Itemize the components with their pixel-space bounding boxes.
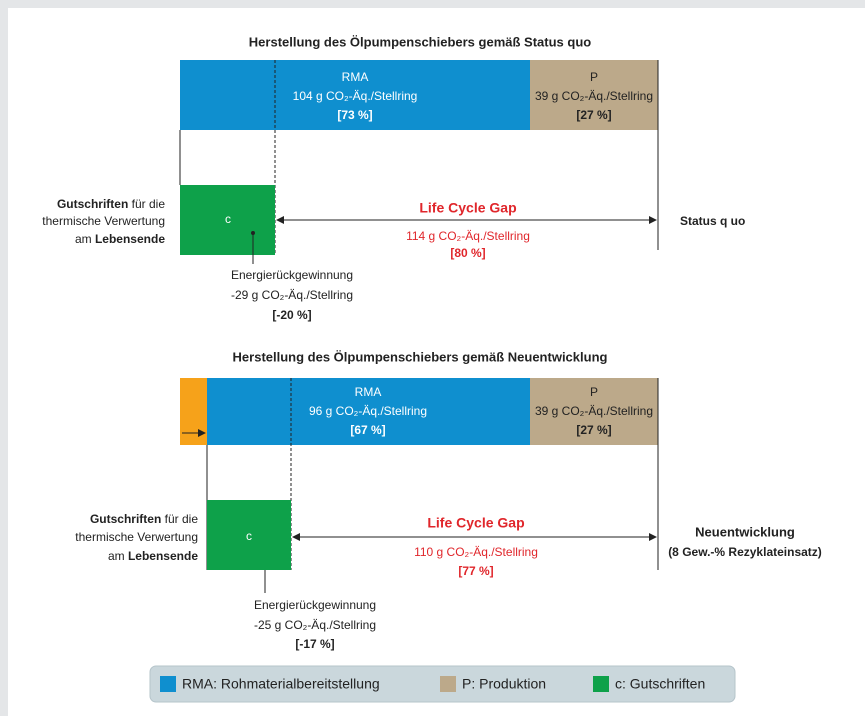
- segment-share: [27 %]: [576, 423, 611, 437]
- rma-bar: [207, 378, 530, 445]
- credit-caption: [-17 %]: [295, 637, 334, 651]
- credit-label: c: [246, 529, 252, 543]
- gap-title: Life Cycle Gap: [427, 515, 524, 531]
- side-note: am Lebensende: [108, 549, 198, 563]
- gap-value: 114 g CO₂-Äq./Stellring: [406, 229, 530, 243]
- credit-label: c: [225, 212, 231, 226]
- legend-swatch: [593, 676, 609, 692]
- segment-label: P: [590, 70, 598, 84]
- segment-label: RMA: [342, 70, 369, 84]
- side-note-text: für die: [128, 197, 165, 211]
- credit-caption: [-20 %]: [272, 308, 311, 322]
- side-note-bold: Gutschriften: [57, 197, 128, 211]
- legend-swatch: [160, 676, 176, 692]
- side-note-bold: Lebensende: [95, 232, 165, 246]
- credit-caption: Energierückgewinnung: [254, 598, 376, 612]
- scenario: Status q uo: [680, 214, 745, 228]
- credit-box: [207, 500, 291, 570]
- side-note: Gutschriften für die: [57, 197, 165, 211]
- side-note: thermische Verwertung: [42, 214, 165, 228]
- side-note-bold: Lebensende: [128, 549, 198, 563]
- rma-bar: [180, 60, 530, 130]
- segment-value: 96 g CO₂-Äq./Stellring: [309, 404, 427, 418]
- p-bar: [530, 60, 658, 130]
- credit-caption: -25 g CO₂-Äq./Stellring: [254, 618, 376, 632]
- side-note: thermische Verwertung: [75, 530, 198, 544]
- legend-label: RMA: Rohmaterialbereitstellung: [182, 676, 380, 692]
- segment-value: 39 g CO₂-Äq./Stellring: [535, 89, 653, 103]
- side-note-bold: Gutschriften: [90, 512, 161, 526]
- scenario: Neuentwicklung: [695, 524, 795, 539]
- gap-title: Life Cycle Gap: [419, 200, 516, 216]
- gap-share: [80 %]: [450, 246, 485, 260]
- segment-label: RMA: [355, 385, 382, 399]
- side-note-text: für die: [161, 512, 198, 526]
- section-title: Herstellung des Ölpumpenschiebers gemäß …: [249, 34, 591, 49]
- side-note: am Lebensende: [75, 232, 165, 246]
- credit-box: [180, 185, 275, 255]
- segment-value: 39 g CO₂-Äq./Stellring: [535, 404, 653, 418]
- segment-share: [67 %]: [350, 423, 385, 437]
- side-note: Gutschriften für die: [90, 512, 198, 526]
- segment-share: [73 %]: [337, 108, 372, 122]
- legend-label: P: Produktion: [462, 676, 546, 692]
- legend-swatch: [440, 676, 456, 692]
- segment-share: [27 %]: [576, 108, 611, 122]
- scenario: (8 Gew.-% Rezyklateinsatz): [668, 545, 822, 559]
- section-title: Herstellung des Ölpumpenschiebers gemäß …: [233, 349, 608, 364]
- credit-caption: -29 g CO₂-Äq./Stellring: [231, 288, 353, 302]
- gap-share: [77 %]: [458, 564, 493, 578]
- side-note-text: am: [75, 232, 95, 246]
- p-bar: [530, 378, 658, 445]
- credit-caption: Energierückgewinnung: [231, 268, 353, 282]
- side-note-text: am: [108, 549, 128, 563]
- legend-label: c: Gutschriften: [615, 676, 705, 692]
- segment-value: 104 g CO₂-Äq./Stellring: [293, 89, 418, 103]
- segment-label: P: [590, 385, 598, 399]
- gap-value: 110 g CO₂-Äq./Stellring: [414, 545, 538, 559]
- recyclate-bar: [180, 378, 207, 445]
